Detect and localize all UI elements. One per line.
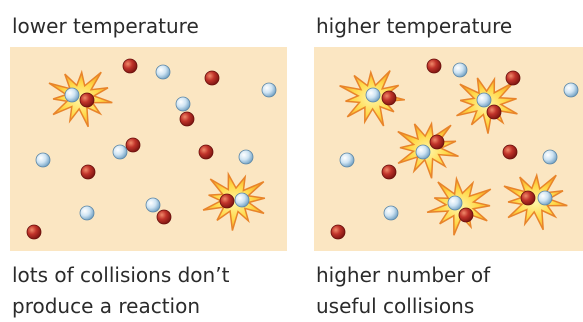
red-particle [80,93,94,107]
blue-particle [453,63,467,77]
panel-caption: lots of collisions don’t [12,263,230,287]
red-particle [503,145,517,159]
red-particle [220,194,234,208]
blue-particle [262,83,276,97]
blue-particle [239,150,253,164]
red-particle [81,165,95,179]
diagram: lower temperature higher temperature lot… [0,0,583,322]
blue-particle [538,191,552,205]
red-particle [199,145,213,159]
blue-particle [113,145,127,159]
red-particle [27,225,41,239]
red-particle [427,59,441,73]
red-particle [123,59,137,73]
red-particle [180,112,194,126]
blue-particle [448,196,462,210]
blue-particle [477,93,491,107]
blue-particle [176,97,190,111]
blue-particle [366,88,380,102]
page: lower temperature higher temperature lot… [0,0,583,322]
blue-particle [340,153,354,167]
blue-particle [564,83,578,97]
red-particle [382,165,396,179]
red-particle [506,71,520,85]
blue-particle [36,153,50,167]
panel-background [10,47,287,251]
panel-caption: higher number of [316,263,491,287]
panel-title: lower temperature [12,14,199,38]
panel-caption: useful collisions [316,294,474,318]
blue-particle [65,88,79,102]
panel-caption: produce a reaction [12,294,200,318]
blue-particle [156,65,170,79]
red-particle [205,71,219,85]
red-particle [157,210,171,224]
blue-particle [146,198,160,212]
blue-particle [543,150,557,164]
red-particle [126,138,140,152]
red-particle [521,191,535,205]
blue-particle [416,145,430,159]
red-particle [430,135,444,149]
red-particle [382,91,396,105]
red-particle [331,225,345,239]
red-particle [459,208,473,222]
blue-particle [235,193,249,207]
red-particle [487,105,501,119]
blue-particle [384,206,398,220]
blue-particle [80,206,94,220]
panel-title: higher temperature [316,14,512,38]
